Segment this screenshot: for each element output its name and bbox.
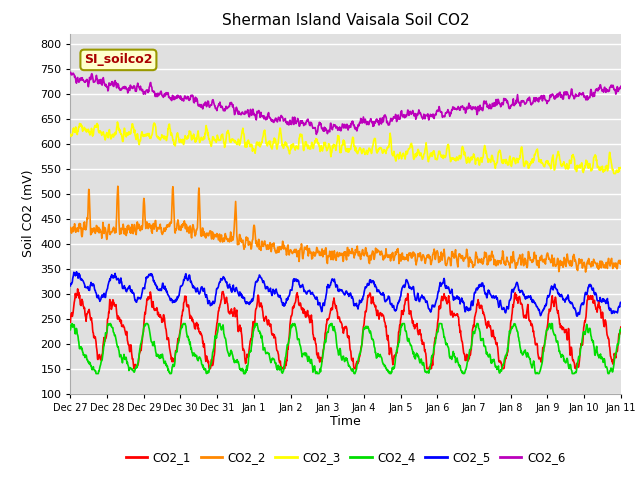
X-axis label: Time: Time [330,415,361,429]
Title: Sherman Island Vaisala Soil CO2: Sherman Island Vaisala Soil CO2 [222,13,469,28]
Legend: CO2_1, CO2_2, CO2_3, CO2_4, CO2_5, CO2_6: CO2_1, CO2_2, CO2_3, CO2_4, CO2_5, CO2_6 [121,446,570,469]
Y-axis label: Soil CO2 (mV): Soil CO2 (mV) [22,170,35,257]
Text: SI_soilco2: SI_soilco2 [84,53,153,66]
